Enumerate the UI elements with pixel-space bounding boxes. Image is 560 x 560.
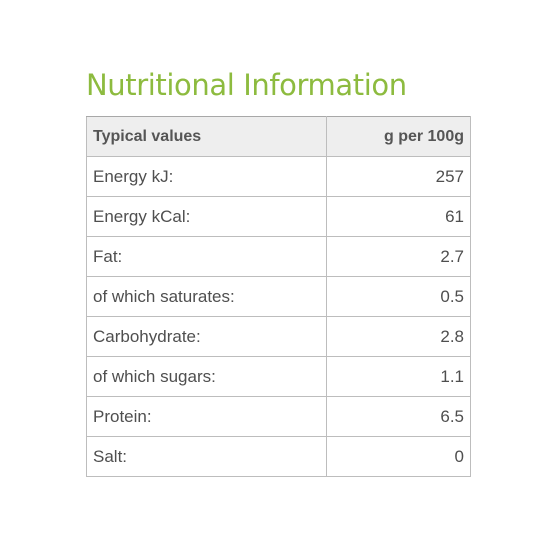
table-row: of which saturates: 0.5 (86, 276, 471, 317)
nutrient-label: of which sugars: (86, 356, 327, 397)
table-header-row: Typical values g per 100g (86, 116, 471, 157)
nutrient-label: Energy kJ: (86, 156, 327, 197)
nutrient-value: 2.8 (326, 316, 471, 357)
nutrient-value: 2.7 (326, 236, 471, 277)
nutrient-label: of which saturates: (86, 276, 327, 317)
table-row: Fat: 2.7 (86, 236, 471, 277)
table-row: of which sugars: 1.1 (86, 356, 471, 397)
nutrient-value: 0 (326, 436, 471, 477)
nutrient-value: 61 (326, 196, 471, 237)
table-row: Energy kJ: 257 (86, 156, 471, 197)
nutrient-value: 0.5 (326, 276, 471, 317)
nutrient-label: Fat: (86, 236, 327, 277)
nutrient-value: 257 (326, 156, 471, 197)
nutrient-label: Energy kCal: (86, 196, 327, 237)
column-header-typical-values: Typical values (86, 116, 327, 157)
nutrient-label: Carbohydrate: (86, 316, 327, 357)
nutrient-label: Protein: (86, 396, 327, 437)
nutrient-value: 1.1 (326, 356, 471, 397)
table-row: Protein: 6.5 (86, 396, 471, 437)
nutrient-value: 6.5 (326, 396, 471, 437)
nutrient-label: Salt: (86, 436, 327, 477)
column-header-per-100g: g per 100g (326, 116, 471, 157)
page-title: Nutritional Information (86, 68, 407, 102)
table-row: Energy kCal: 61 (86, 196, 471, 237)
nutrition-table: Typical values g per 100g Energy kJ: 257… (86, 116, 471, 477)
table-row: Salt: 0 (86, 436, 471, 477)
table-row: Carbohydrate: 2.8 (86, 316, 471, 357)
